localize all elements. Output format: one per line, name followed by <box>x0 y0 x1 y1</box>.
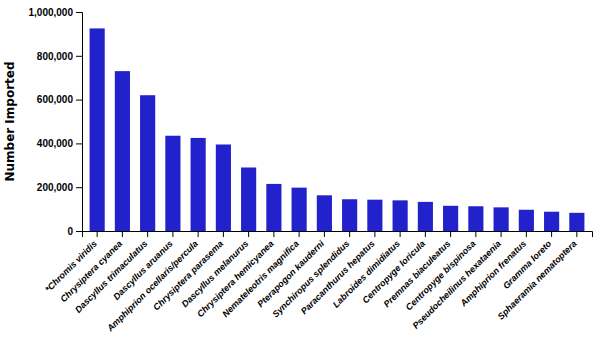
bar <box>569 213 584 231</box>
bar <box>468 206 483 231</box>
bar <box>191 138 206 231</box>
bar <box>241 167 256 231</box>
bar <box>519 210 534 231</box>
x-tick-mark <box>576 231 577 237</box>
bar <box>494 207 509 231</box>
bar <box>443 206 458 231</box>
x-tick-mark <box>223 231 224 237</box>
x-tick-mark <box>198 231 199 237</box>
bar <box>544 212 559 231</box>
bar <box>90 28 105 231</box>
y-tick: 200,000 <box>37 182 82 193</box>
x-tick-mark <box>248 231 249 237</box>
y-tick-label: 800,000 <box>37 51 74 62</box>
bar <box>342 199 357 231</box>
y-tick-label: 400,000 <box>37 138 74 149</box>
x-tick-mark <box>400 231 401 237</box>
bar <box>317 195 332 231</box>
x-tick-mark <box>526 231 527 237</box>
bar <box>216 144 231 231</box>
x-tick-mark <box>349 231 350 237</box>
y-tick-label: 1,000,000 <box>29 7 74 18</box>
y-tick-mark <box>76 231 82 232</box>
x-axis: *Chromis viridisChrysiptera cyaneaDascyl… <box>43 231 593 334</box>
x-tick-label: Sphaeramia nematoptera <box>495 238 578 321</box>
y-tick-mark <box>76 143 82 144</box>
bar <box>418 202 433 231</box>
y-axis-title: Number Imported <box>3 61 17 181</box>
y-tick-mark <box>76 56 82 57</box>
y-axis: 0 200,000 400,000 600,000 800,000 1,000,000 <box>29 7 83 237</box>
plot: 0 200,000 400,000 600,000 800,000 1,000,000 *C… <box>3 7 593 334</box>
y-tick-label: 600,000 <box>37 94 74 105</box>
y-tick: 0 <box>67 226 82 237</box>
bar <box>165 136 180 231</box>
x-axis-line <box>83 232 593 238</box>
bar <box>266 184 281 231</box>
bar <box>140 95 155 231</box>
y-tick-label: 0 <box>67 226 73 237</box>
y-tick-label: 200,000 <box>37 182 74 193</box>
y-tick: 400,000 <box>37 138 82 149</box>
x-tick-mark <box>97 231 98 237</box>
x-tick-mark <box>475 231 476 237</box>
chart: 0 200,000 400,000 600,000 800,000 1,000,000 *C… <box>0 0 607 353</box>
y-tick-mark <box>76 12 82 13</box>
x-tick-mark <box>374 231 375 237</box>
y-tick-mark <box>76 187 82 188</box>
bar <box>292 188 307 231</box>
y-tick: 1,000,000 <box>29 7 83 18</box>
x-tick-mark <box>425 231 426 237</box>
y-tick: 800,000 <box>37 51 82 62</box>
x-tick-mark <box>551 231 552 237</box>
y-axis-line <box>76 13 83 232</box>
x-tick-label: Amphiprion ocellaris/percula <box>104 238 199 333</box>
x-tick-mark <box>122 231 123 237</box>
bar <box>393 200 408 231</box>
x-tick-mark <box>450 231 451 237</box>
y-tick-mark <box>76 100 82 101</box>
x-tick: Sphaeramia nematoptera <box>495 231 578 322</box>
bar <box>115 71 130 231</box>
y-tick: 600,000 <box>37 94 82 105</box>
bars <box>90 28 585 231</box>
x-tick-mark <box>324 231 325 237</box>
x-tick-mark <box>273 231 274 237</box>
x-tick-mark <box>147 231 148 237</box>
x-tick-mark <box>501 231 502 237</box>
x-tick-mark <box>172 231 173 237</box>
bar <box>367 200 382 231</box>
x-tick-mark <box>299 231 300 237</box>
